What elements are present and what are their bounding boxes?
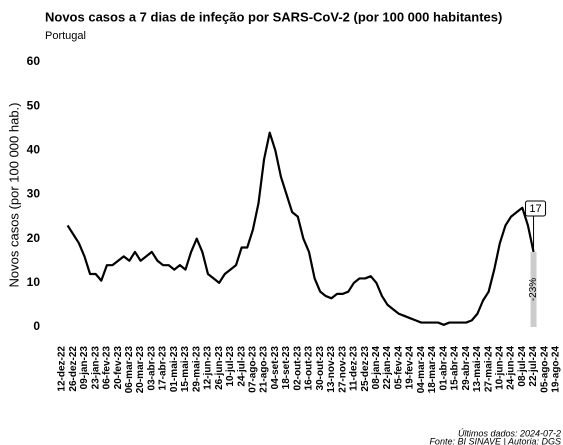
change-label: -23% <box>528 278 539 301</box>
x-tick-label: 24-jun-24 <box>506 346 517 390</box>
x-tick-label: 29-abr-24 <box>461 346 472 391</box>
y-tick-label: 20 <box>27 231 41 245</box>
y-axis-label: Novos casos (por 100 000 hab.) <box>6 103 21 288</box>
x-tick-label: 25-dez-23 <box>360 346 371 392</box>
x-tick-label: 08-jan-24 <box>371 346 382 390</box>
y-tick-label: 10 <box>27 275 41 289</box>
x-tick-label: 07-ago-23 <box>248 346 259 393</box>
x-tick-label: 10-jun-24 <box>495 346 506 390</box>
x-tick-label: 12-jun-23 <box>203 346 214 390</box>
x-tick-label: 26-jun-23 <box>214 346 225 390</box>
x-tick-label: 12-dez-22 <box>57 346 68 392</box>
x-tick-label: 15-mai-23 <box>180 346 191 393</box>
y-tick-label: 40 <box>27 143 41 157</box>
last-value-label: 17 <box>529 203 541 215</box>
footer: Fonte: BI SINAVE | Autoria: DGS <box>429 436 561 445</box>
last-value-box <box>525 200 547 217</box>
line <box>66 131 535 326</box>
chart-title: Novos casos a 7 dias de infeção por SARS… <box>45 9 502 24</box>
x-tick-label: 24-jul-23 <box>236 346 247 387</box>
x-tick-label: 10-jul-23 <box>225 346 236 387</box>
footer: Últimos dados: 2024-07-2 <box>458 428 561 438</box>
x-tick-label: 22-jul-24 <box>528 346 539 387</box>
x-tick-label: 15-abr-24 <box>450 346 461 391</box>
x-tick-label: 11-dez-23 <box>349 346 360 391</box>
change-bar <box>530 251 537 327</box>
x-tick-label: 29-mai-23 <box>191 346 202 393</box>
x-tick-label: 08-jul-24 <box>517 346 528 387</box>
x-tick-label: 05-ago-24 <box>539 346 550 393</box>
x-tick-label: 22-jan-24 <box>382 346 393 390</box>
y-tick-label: 0 <box>33 319 40 333</box>
x-tick-label: 18-set-23 <box>281 346 292 390</box>
x-tick-label: 16-out-23 <box>304 346 315 391</box>
x-tick-label: 01-abr-24 <box>438 346 449 391</box>
x-tick-label: 26-dez-22 <box>68 346 79 392</box>
x-tick-label: 18-mar-24 <box>427 346 438 394</box>
x-tick-label: 19-fev-24 <box>405 346 416 390</box>
x-tick-label: 05-fev-24 <box>393 346 404 390</box>
x-tick-label: 23-jan-23 <box>90 346 101 390</box>
x-tick-label: 02-out-23 <box>292 346 303 391</box>
x-tick-label: 21-ago-23 <box>259 346 270 393</box>
y-tick-label: 50 <box>27 98 41 112</box>
x-tick-label: 13-nov-23 <box>326 346 337 393</box>
x-tick-label: 03-abr-23 <box>146 346 157 391</box>
x-tick-label: 17-abr-23 <box>158 346 169 391</box>
x-tick-label: 13-mai-24 <box>472 346 483 393</box>
x-tick-label: 04-mar-24 <box>416 346 427 394</box>
x-tick-label: 20-fev-23 <box>113 346 124 390</box>
y-tick-label: 30 <box>27 187 41 201</box>
x-tick-label: 27-nov-23 <box>337 346 348 393</box>
x-tick-label: 06-mar-23 <box>124 346 135 394</box>
x-tick-label: 19-ago-24 <box>551 346 562 393</box>
chart-subtitle: Portugal <box>45 30 86 42</box>
x-tick-label: 20-mar-23 <box>135 346 146 394</box>
x-tick-label: 04-set-23 <box>270 346 281 390</box>
x-tick-label: 01-mai-23 <box>169 346 180 393</box>
y-tick-label: 60 <box>27 54 41 68</box>
x-tick-label: 30-out-23 <box>315 346 326 391</box>
x-tick-label: 09-jan-23 <box>79 346 90 390</box>
x-tick-label: 27-mai-24 <box>483 346 494 393</box>
x-tick-label: 06-fev-23 <box>102 346 113 390</box>
